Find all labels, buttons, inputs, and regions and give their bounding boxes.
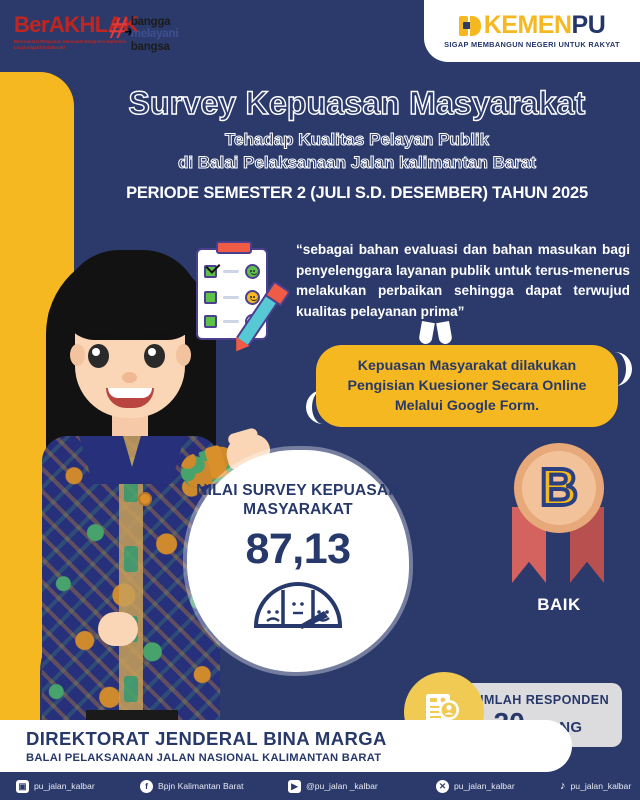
x-twitter-icon: ✕ <box>436 779 449 793</box>
score-circle: NILAI SURVEY KEPUASAN MASYARAKAT 87,13 <box>187 450 409 672</box>
organization-name: DIREKTORAT JENDERAL BINA MARGA <box>26 728 387 749</box>
youtube-handle: @pu_jalan _kalbar <box>306 781 378 791</box>
instagram-icon: ▣ <box>16 779 29 793</box>
bangga-line-2: melayani <box>130 28 179 41</box>
pill-right-accent <box>612 352 632 386</box>
pill-left-accent <box>306 390 328 424</box>
page-title: Survey Kepuasan Masyarakat <box>128 85 586 122</box>
berakhlak-logo: BerAKHLAK ⟶ Berorientasi Pelayanan Akunt… <box>14 12 139 51</box>
bangga-line-1: bangga <box>130 16 171 28</box>
bangga-line-3: bangsa <box>130 40 170 53</box>
social-item-youtube[interactable]: ▶ @pu_jalan _kalbar <box>288 779 436 793</box>
award-ribbon-icon: B BAIK <box>500 437 618 614</box>
facebook-icon: f <box>140 779 153 793</box>
score-label-line-1: NILAI SURVEY KEPUASAN <box>196 482 400 499</box>
happy-face-icon <box>245 264 260 279</box>
arrow-up-right-icon: ⟶ <box>110 24 133 41</box>
satisfaction-gauge-icon <box>252 578 344 635</box>
score-label-line-2: MASYARAKAT <box>243 500 353 518</box>
pill-line-1: Kepuasan Masyarakat dilakukan <box>357 358 577 374</box>
tiktok-icon: ♪ <box>560 780 566 792</box>
period-label: PERIODE SEMESTER 2 (JULI S.D. DESEMBER) … <box>126 184 588 203</box>
berakhlak-tagline: Berorientasi Pelayanan Akuntabel Kompete… <box>14 39 127 50</box>
social-item-instagram[interactable]: ▣ pu_jalan_kalbar <box>16 779 140 793</box>
online-questionnaire-callout: Kepuasan Masyarakat dilakukan Pengisian … <box>316 345 618 428</box>
pill-line-3: Melalui Google Form. <box>394 398 540 415</box>
kemenpu-word-kemen: KEMEN <box>483 11 572 39</box>
youtube-icon: ▶ <box>288 779 301 793</box>
kemenpu-logo-panel: KEMENPU SIGAP MEMBANGUN NEGERI UNTUK RAK… <box>424 0 640 62</box>
social-item-tiktok[interactable]: ♪ pu_jalan_kalbar <box>560 780 631 792</box>
berakhlak-wordmark: BerAKHLAK <box>14 12 139 37</box>
tiktok-handle: pu_jalan_kalbar <box>570 781 632 791</box>
social-item-x[interactable]: ✕ pu_jalan_kalbar <box>436 779 560 793</box>
social-footer: ▣ pu_jalan_kalbar f Bpjn Kalimantan Bara… <box>0 772 640 800</box>
quote-text: “sebagai bahan evaluasi dan bahan masuka… <box>296 242 630 319</box>
grade-letter: B <box>538 459 580 517</box>
organization-unit: BALAI PELAKSANAAN JALAN NASIONAL KALIMAN… <box>26 752 382 764</box>
grade-label: BAIK <box>537 595 581 614</box>
kemenpu-word-pu: PU <box>571 11 606 39</box>
bangga-melayani-bangsa-logo: # bangga melayani bangsa <box>106 12 179 53</box>
neutral-face-icon <box>245 290 260 305</box>
kemenpu-tagline: SIGAP MEMBANGUN NEGERI UNTUK RAKYAT <box>444 40 620 49</box>
organization-bar: DIREKTORAT JENDERAL BINA MARGA BALAI PEL… <box>0 720 572 772</box>
hash-icon: # <box>106 12 131 45</box>
pill-line-2: Pengisian Kuesioner Secara Online <box>347 378 587 395</box>
facebook-handle: Bpjn Kalimantan Barat <box>158 781 244 791</box>
x-handle: pu_jalan_kalbar <box>454 781 515 791</box>
pill-notch-decoration <box>420 322 460 344</box>
instagram-handle: pu_jalan_kalbar <box>34 781 95 791</box>
respondents-title: JUMLAH RESPONDEN <box>466 693 610 707</box>
header-block: Survey Kepuasan Masyarakat Tehadap Kuali… <box>74 85 640 203</box>
kemenpu-mark-icon <box>458 15 481 36</box>
subtitle-line-2: di Balai Pelaksanaan Jalan kalimantan Ba… <box>177 153 537 173</box>
subtitle-line-1: Tehadap Kualitas Pelayan Publik <box>224 130 490 150</box>
score-value: 87,13 <box>245 525 351 574</box>
social-item-facebook[interactable]: f Bpjn Kalimantan Barat <box>140 779 288 793</box>
